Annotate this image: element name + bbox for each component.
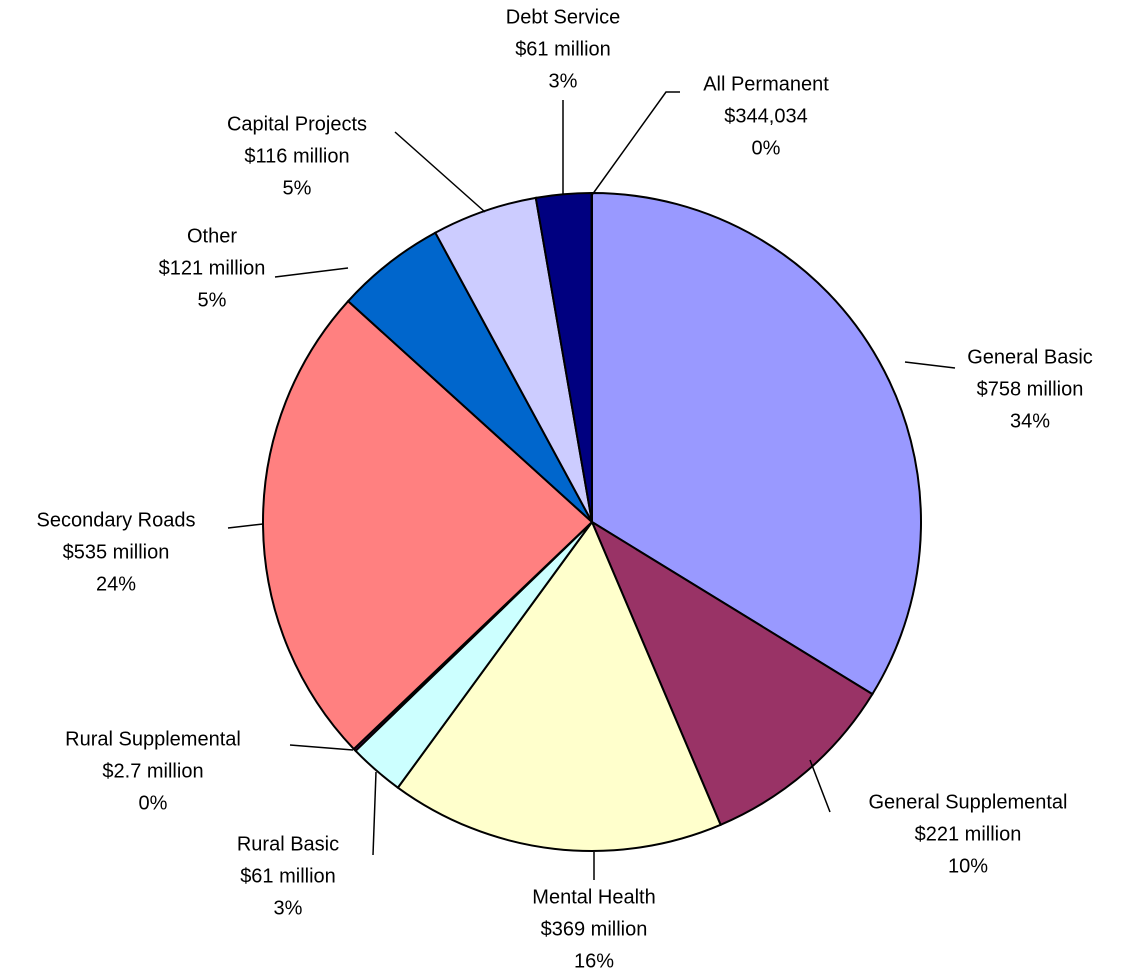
slice-name: All Permanent xyxy=(703,73,829,95)
value-label: $369 million xyxy=(541,918,648,940)
value-label: $116 million xyxy=(244,145,349,167)
leader-line xyxy=(591,91,680,196)
leader-line xyxy=(289,744,354,751)
leader-line xyxy=(227,523,264,529)
slice-name: Capital Projects xyxy=(227,113,367,135)
leader-line xyxy=(809,759,831,813)
leader-line xyxy=(372,771,377,856)
value-label: $758 million xyxy=(977,378,1084,400)
slice-name: Secondary Roads xyxy=(37,509,196,531)
percent-label: 5% xyxy=(198,289,227,311)
slice-name: Mental Health xyxy=(532,886,655,908)
pie-slice xyxy=(262,299,594,751)
slice-name: Debt Service xyxy=(506,6,621,28)
leader-line xyxy=(394,131,486,213)
slice-name: Rural Supplemental xyxy=(65,728,241,750)
value-label: $61 million xyxy=(240,865,336,887)
pie-slice xyxy=(589,519,874,827)
percent-label: 3% xyxy=(549,70,578,92)
percent-label: 24% xyxy=(96,573,136,595)
slice-name: Other xyxy=(187,225,237,247)
value-label: $2.7 million xyxy=(102,760,203,782)
slice-name: General Basic xyxy=(967,346,1093,368)
pie-slice xyxy=(591,191,922,696)
value-label: $535 million xyxy=(63,541,170,563)
value-label: $61 million xyxy=(515,38,611,60)
percent-label: 3% xyxy=(274,897,303,919)
value-label: $221 million xyxy=(915,823,1022,845)
slice-name: Rural Basic xyxy=(237,833,339,855)
value-label: $121 million xyxy=(159,257,266,279)
percent-label: 5% xyxy=(283,177,312,199)
pie-slice xyxy=(396,519,722,852)
percent-label: 0% xyxy=(139,792,168,814)
percent-label: 0% xyxy=(752,137,781,159)
percent-label: 10% xyxy=(948,855,988,877)
value-label: $344,034 xyxy=(724,105,807,127)
slice-name: General Supplemental xyxy=(868,791,1067,813)
percent-label: 34% xyxy=(1010,410,1050,432)
leader-line xyxy=(274,267,349,278)
leader-line xyxy=(904,361,956,369)
percent-label: 16% xyxy=(574,950,614,972)
